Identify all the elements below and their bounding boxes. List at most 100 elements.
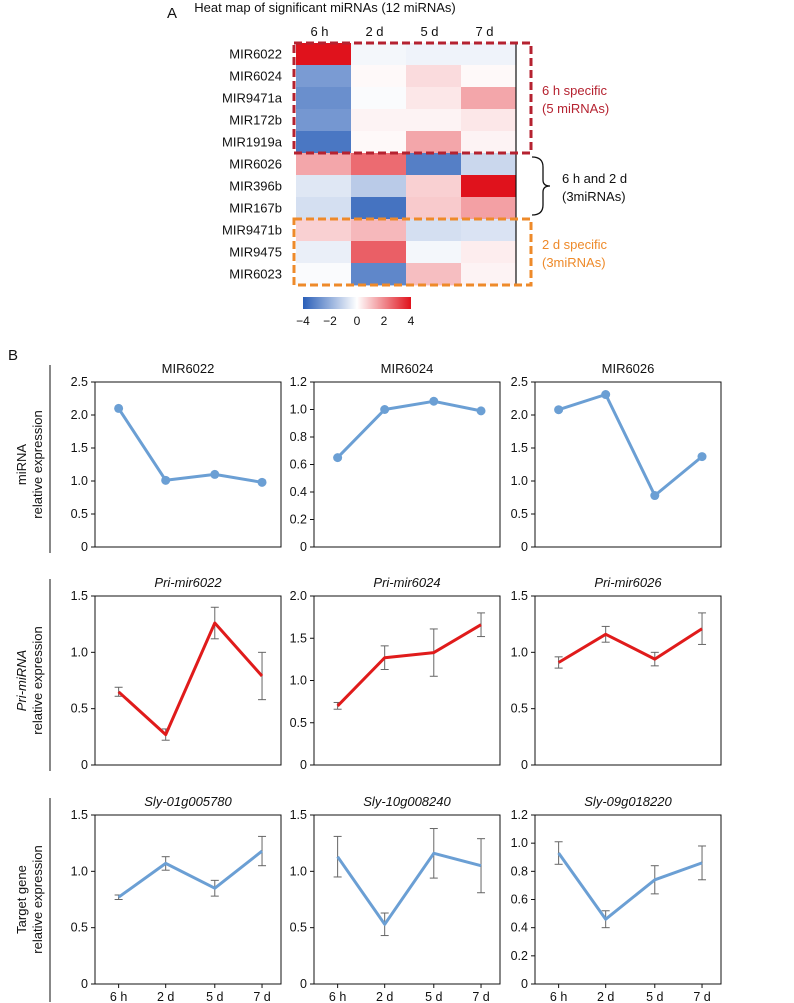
heatmap-cell: [406, 65, 462, 88]
y-tick-label: 1.0: [511, 474, 528, 488]
heatmap-cell: [461, 65, 517, 88]
chart-panel: Sly-01g005780 0 0.5 1.0 1.5 6 h 2 d 5 d 7 d: [71, 794, 282, 1003]
heatmap-row-label: MIR6023: [229, 267, 282, 282]
chart-panel: MIR6026 0 0.5 1.0 1.5 2.0 2.5: [511, 361, 722, 554]
heatmap-row-label: MIR9475: [229, 245, 282, 260]
plot-frame: [313, 595, 501, 766]
heatmap-cell: [351, 197, 407, 220]
y-tick-label: 0.4: [511, 921, 528, 935]
series-line: [336, 399, 482, 459]
heatmap-cell: [296, 65, 352, 88]
group-label-line2: (3miRNAs): [542, 255, 606, 270]
y-tick-label: 0.5: [290, 921, 307, 935]
heatmap-cell: [406, 241, 462, 264]
y-tick-label: 1.0: [290, 403, 307, 417]
data-point: [210, 469, 220, 479]
heatmap-row-label: MIR6026: [229, 157, 282, 172]
x-tick-label: 6 h: [550, 990, 567, 1003]
row-axis-label-line1: miRNA: [14, 444, 29, 485]
series-line: [117, 849, 263, 899]
heatmap-cell: [296, 263, 352, 286]
x-tick-label: 6 h: [329, 990, 346, 1003]
heatmap-row-label: MIR167b: [229, 201, 282, 216]
y-tick-label: 1.5: [71, 441, 88, 455]
heatmap-cell: [461, 219, 517, 242]
series-line: [558, 393, 703, 497]
chart-title: MIR6024: [381, 361, 434, 376]
y-tick-label: 2.0: [71, 408, 88, 422]
heatmap-cell: [351, 153, 407, 176]
heatmap-row-label: MIR9471a: [222, 91, 283, 106]
y-tick-label: 0: [81, 977, 88, 991]
heatmap-row-label: MIR172b: [229, 113, 282, 128]
line-panels: MIR6022 0 0.5 1.0 1.5 2.0 2.5 MIR6024 0 0.2 0.4 0.6…: [14, 361, 722, 1003]
chart-panel: Pri-mir6024 0 0.5 1.0 1.5 2.0: [290, 575, 501, 772]
heatmap: 6 h 2 d 5 d 7 d MIR6022 MIR6024 MIR9471a MIR172…: [222, 24, 627, 328]
x-tick-label: 5 d: [425, 990, 442, 1003]
heatmap-cell: [406, 43, 462, 66]
heatmap-cell: [461, 263, 517, 286]
heatmap-cell: [406, 197, 462, 220]
heatmap-cell: [296, 87, 352, 110]
heatmap-cell: [461, 109, 517, 132]
y-tick-label: 0.5: [290, 716, 307, 730]
heatmap-cell: [296, 241, 352, 264]
group-label-line2: (3miRNAs): [562, 189, 626, 204]
x-tick-label: 5 d: [646, 990, 663, 1003]
y-tick-label: 1.0: [71, 645, 88, 659]
data-point: [554, 405, 564, 415]
color-scale-tick-label: −2: [323, 314, 337, 328]
heatmap-cell: [461, 241, 517, 264]
heatmap-cell: [461, 43, 517, 66]
heatmap-column-label: 6 h: [310, 24, 328, 39]
group-bracket: [531, 156, 551, 216]
heatmap-cell: [296, 43, 352, 66]
y-tick-label: 0.5: [511, 702, 528, 716]
data-point: [429, 396, 439, 406]
y-tick-label: 1.0: [71, 864, 88, 878]
y-tick-label: 1.0: [71, 474, 88, 488]
color-scale-tick-label: 0: [354, 314, 361, 328]
data-point: [257, 477, 267, 487]
y-tick-label: 0: [81, 540, 88, 554]
group-label-line1: 2 d specific: [542, 237, 608, 252]
data-point: [333, 453, 343, 463]
y-tick-label: 1.2: [511, 808, 528, 822]
x-tick-label: 5 d: [206, 990, 223, 1003]
y-tick-label: 0: [81, 758, 88, 772]
y-tick-label: 1.0: [290, 674, 307, 688]
series-line: [336, 623, 482, 707]
data-point: [601, 390, 611, 400]
plot-frame: [534, 595, 722, 766]
heatmap-cell: [406, 153, 462, 176]
series-line: [117, 621, 264, 737]
series-line: [336, 851, 482, 926]
x-tick-label: 6 h: [110, 990, 127, 1003]
chart-panel: MIR6022 0 0.5 1.0 1.5 2.0 2.5: [71, 361, 282, 554]
y-tick-label: 0.4: [290, 485, 307, 499]
chart-panel: Sly-10g008240 0 0.5 1.0 1.5 6 h 2 d 5 d 7 d: [290, 794, 501, 1003]
heatmap-cell: [461, 153, 517, 176]
heatmap-cell: [406, 131, 462, 154]
heatmap-row-label: MIR396b: [229, 179, 282, 194]
heatmap-column-label: 5 d: [420, 24, 438, 39]
heatmap-cell: [296, 175, 352, 198]
plot-frame: [94, 814, 282, 985]
y-tick-label: 1.5: [511, 441, 528, 455]
y-tick-label: 0.2: [290, 513, 307, 527]
group-label-line1: 6 h specific: [542, 83, 608, 98]
y-tick-label: 0: [300, 540, 307, 554]
data-point: [114, 403, 124, 413]
y-tick-label: 1.5: [71, 589, 88, 603]
x-tick-label: 2 d: [597, 990, 614, 1003]
heatmap-cell: [296, 109, 352, 132]
panel-label-a: A: [167, 5, 177, 22]
group-label-line1: 6 h and 2 d: [562, 171, 627, 186]
plot-frame: [534, 381, 722, 548]
heatmap-cell: [351, 175, 407, 198]
panel-label-b: B: [8, 347, 18, 364]
x-tick-label: 2 d: [157, 990, 174, 1003]
heatmap-cell: [351, 241, 407, 264]
y-tick-label: 0: [521, 758, 528, 772]
heatmap-cell: [461, 197, 517, 220]
